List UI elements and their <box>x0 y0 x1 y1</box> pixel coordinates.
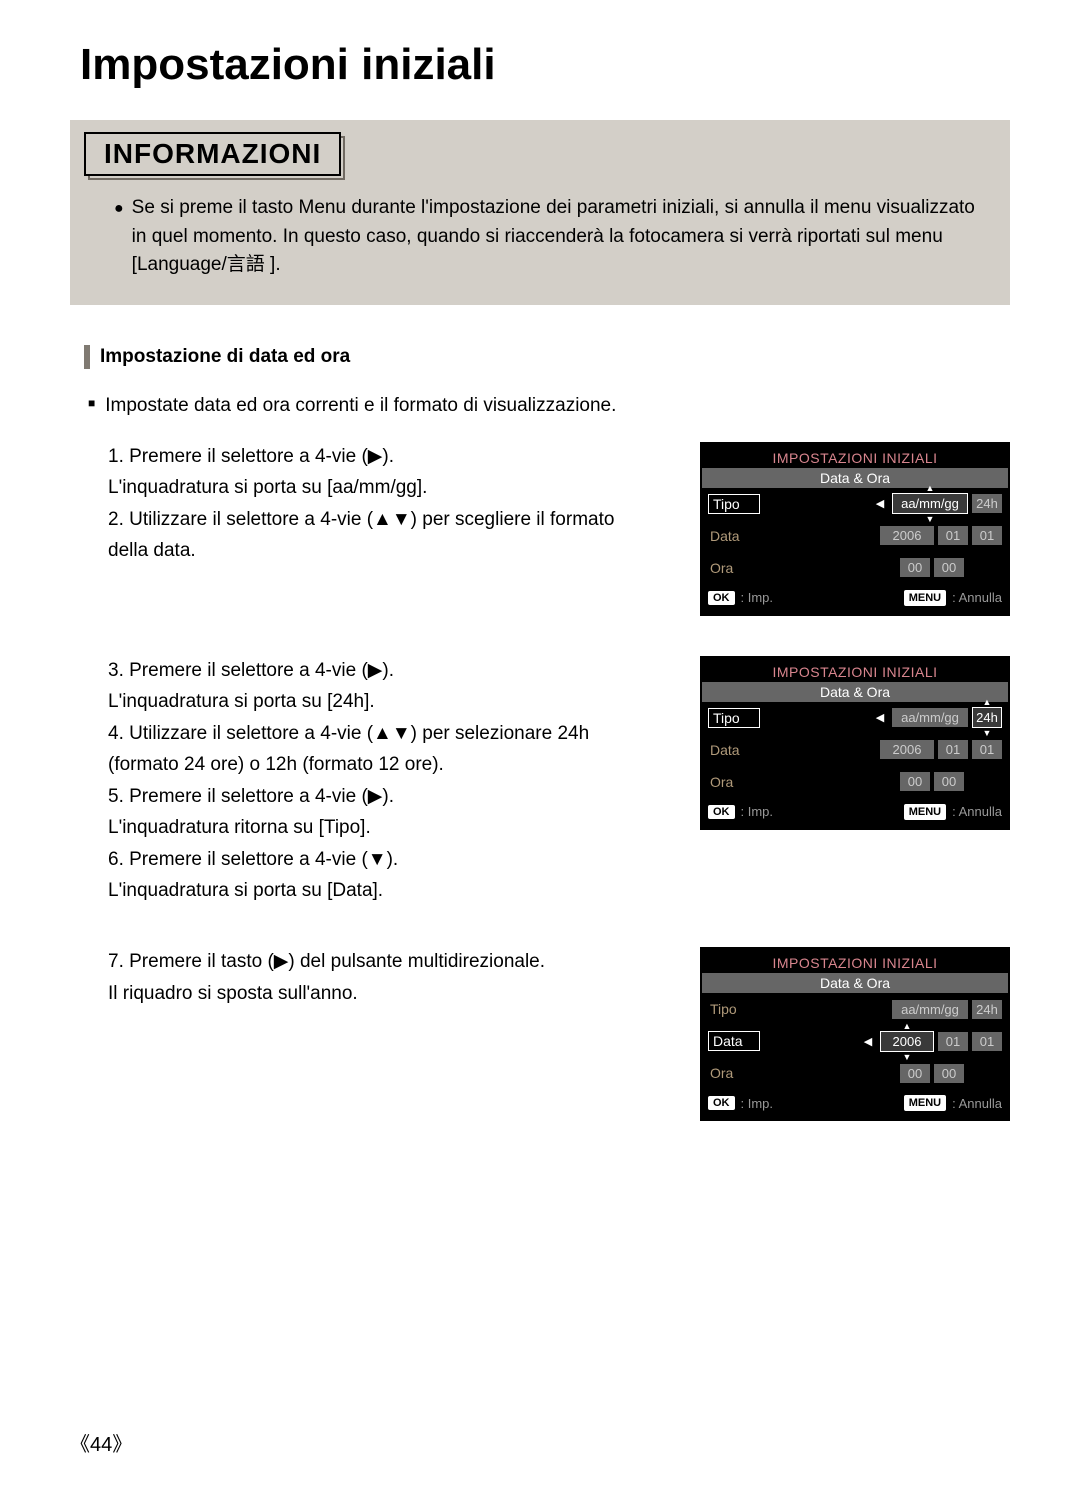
ok-button-label: OK <box>708 591 735 605</box>
bullet-icon: ● <box>114 194 124 280</box>
cell-hours: 24h <box>972 494 1002 513</box>
step-line: 1. Premere il selettore a 4-vie (▶). <box>108 442 680 471</box>
menu-button-label: MENU <box>904 590 946 606</box>
cell-m: 00 <box>934 1064 964 1083</box>
footer-annulla: : Annulla <box>952 590 1002 605</box>
step-line: 5. Premere il selettore a 4-vie (▶). <box>108 782 680 811</box>
screen-subtitle: Data & Ora <box>702 682 1008 702</box>
row-label-ora: Ora <box>708 1065 774 1081</box>
step-line: L'inquadratura si porta su [aa/mm/gg]. <box>108 473 680 502</box>
left-arrow-icon: ◀ <box>872 711 888 724</box>
steps-block-1: 1. Premere il selettore a 4-vie (▶). L'i… <box>70 442 680 568</box>
square-bullet-icon: ■ <box>88 391 95 420</box>
step-line: (formato 24 ore) o 12h (formato 12 ore). <box>108 750 680 779</box>
page-number: 《44》 <box>70 1428 132 1457</box>
cell-m: 00 <box>934 772 964 791</box>
step-line: 3. Premere il selettore a 4-vie (▶). <box>108 656 680 685</box>
screen-subtitle: Data & Ora <box>702 973 1008 993</box>
cell-day: 01 <box>972 740 1002 759</box>
row-label-data: Data <box>708 528 774 544</box>
steps-block-2: 3. Premere il selettore a 4-vie (▶). L'i… <box>70 656 680 908</box>
ok-button-label: OK <box>708 1096 735 1110</box>
footer-imp: : Imp. <box>741 1096 774 1111</box>
camera-screen-3: IMPOSTAZIONI INIZIALI Data & Ora Tipo aa… <box>700 947 1010 1121</box>
left-arrow-icon: ◀ <box>872 497 888 510</box>
screen-title: IMPOSTAZIONI INIZIALI <box>702 949 1008 973</box>
step-line: Il riquadro si sposta sull'anno. <box>108 979 680 1008</box>
cell-hours: 24h <box>972 707 1002 728</box>
cell-year: 2006 <box>880 526 934 545</box>
camera-screen-1: IMPOSTAZIONI INIZIALI Data & Ora Tipo ◀ … <box>700 442 1010 616</box>
cell-h: 00 <box>900 558 930 577</box>
row-label-ora: Ora <box>708 774 774 790</box>
info-heading: INFORMAZIONI <box>84 132 341 176</box>
row-label-ora: Ora <box>708 560 774 576</box>
screen-title: IMPOSTAZIONI INIZIALI <box>702 444 1008 468</box>
step-line: L'inquadratura si porta su [Data]. <box>108 876 680 905</box>
screen-title: IMPOSTAZIONI INIZIALI <box>702 658 1008 682</box>
row-label-tipo: Tipo <box>708 708 760 728</box>
row-label-tipo: Tipo <box>708 1001 774 1017</box>
left-arrow-icon: ◀ <box>860 1035 876 1048</box>
cell-h: 00 <box>900 1064 930 1083</box>
footer-imp: : Imp. <box>741 804 774 819</box>
cell-month: 01 <box>938 1032 968 1051</box>
step-line: 2. Utilizzare il selettore a 4-vie (▲▼) … <box>108 505 680 534</box>
cell-h: 00 <box>900 772 930 791</box>
cell-m: 00 <box>934 558 964 577</box>
step-line: della data. <box>108 536 680 565</box>
intro-text: Impostate data ed ora correnti e il form… <box>105 391 616 420</box>
section-title: Impostazione di data ed ora <box>100 346 350 368</box>
info-box: INFORMAZIONI ● Se si preme il tasto Menu… <box>70 120 1010 305</box>
row-label-data: Data <box>708 1031 760 1051</box>
info-text: Se si preme il tasto Menu durante l'impo… <box>132 194 980 280</box>
steps-block-3: 7. Premere il tasto (▶) del pulsante mul… <box>70 947 680 1010</box>
camera-screen-2: IMPOSTAZIONI INIZIALI Data & Ora Tipo ◀ … <box>700 656 1010 830</box>
cell-hours: 24h <box>972 1000 1002 1019</box>
cell-year: 2006 <box>880 740 934 759</box>
cell-year: 2006 <box>880 1031 934 1052</box>
section-bar-icon <box>84 345 90 369</box>
step-line: 6. Premere il selettore a 4-vie (▼). <box>108 845 680 874</box>
footer-annulla: : Annulla <box>952 1096 1002 1111</box>
footer-imp: : Imp. <box>741 590 774 605</box>
ok-button-label: OK <box>708 805 735 819</box>
step-line: L'inquadratura ritorna su [Tipo]. <box>108 813 680 842</box>
step-line: 7. Premere il tasto (▶) del pulsante mul… <box>108 947 680 976</box>
cell-month: 01 <box>938 740 968 759</box>
cell-month: 01 <box>938 526 968 545</box>
cell-format: aa/mm/gg <box>892 493 968 514</box>
cell-day: 01 <box>972 526 1002 545</box>
step-line: 4. Utilizzare il selettore a 4-vie (▲▼) … <box>108 719 680 748</box>
row-label-tipo: Tipo <box>708 494 760 514</box>
menu-button-label: MENU <box>904 1095 946 1111</box>
footer-annulla: : Annulla <box>952 804 1002 819</box>
menu-button-label: MENU <box>904 804 946 820</box>
cell-format: aa/mm/gg <box>892 1000 968 1019</box>
section-header: Impostazione di data ed ora <box>84 345 1010 369</box>
cell-day: 01 <box>972 1032 1002 1051</box>
row-label-data: Data <box>708 742 774 758</box>
page-title: Impostazioni iniziali <box>70 40 1010 90</box>
step-line: L'inquadratura si porta su [24h]. <box>108 687 680 716</box>
cell-format: aa/mm/gg <box>892 708 968 727</box>
